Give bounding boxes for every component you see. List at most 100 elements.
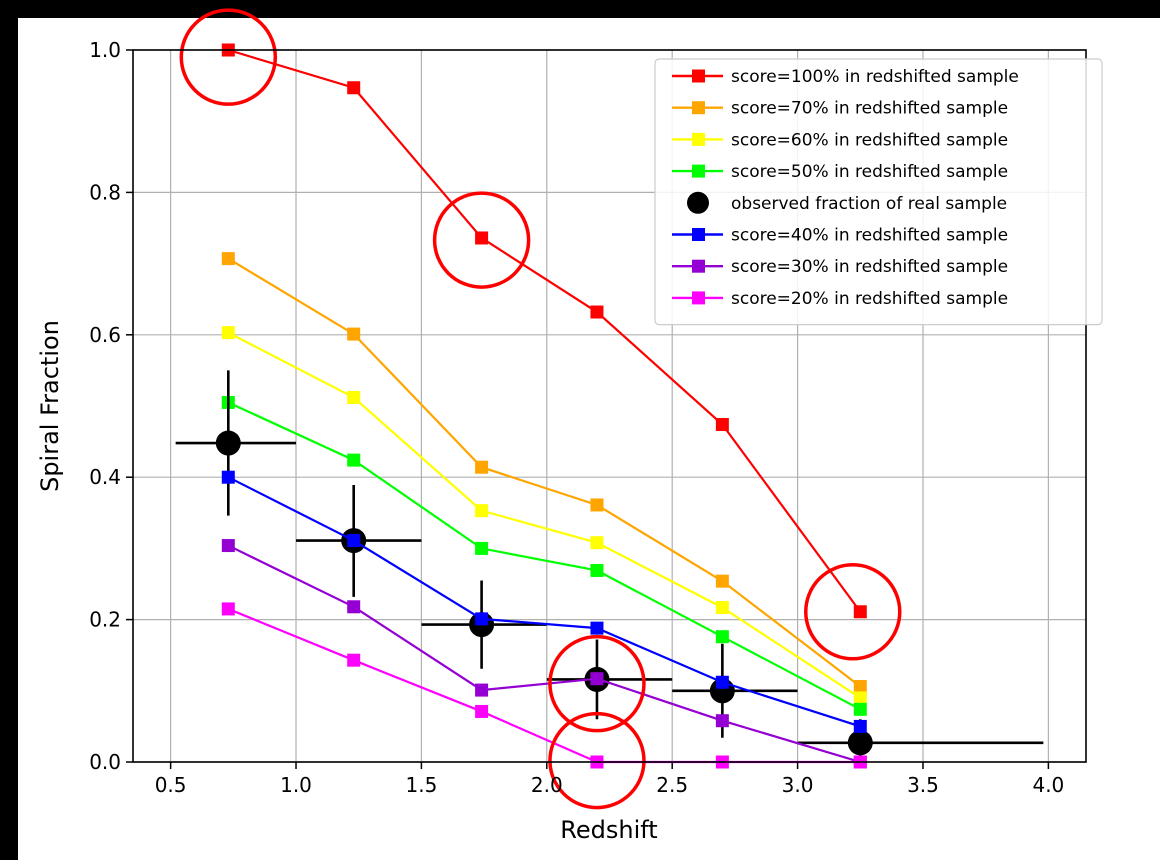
highlight-circle: [432, 191, 531, 289]
data-point: [347, 453, 361, 467]
legend-entry: observed fraction of real sample: [687, 191, 1007, 214]
series: [221, 470, 867, 733]
highlight-circle: [548, 711, 646, 810]
data-point: [715, 418, 729, 432]
data-point: [853, 605, 867, 619]
series-line: [227, 257, 861, 688]
data-point: [590, 498, 604, 512]
y-tick-label: 0.4: [89, 465, 121, 489]
legend-entry: score=40% in redshifted sample: [672, 226, 1008, 246]
series-line: [227, 331, 861, 699]
data-point: [221, 252, 235, 266]
data-point: [590, 621, 604, 635]
legend-label: score=70% in redshifted sample: [731, 99, 1008, 119]
series: [221, 43, 867, 619]
data-point: [347, 327, 361, 341]
y-tick-label: 0.8: [89, 180, 121, 204]
series: [221, 252, 867, 694]
legend-label: score=60% in redshifted sample: [731, 130, 1008, 150]
data-point: [475, 612, 489, 626]
series: [221, 539, 867, 769]
legend-marker: [692, 132, 705, 146]
data-point: [715, 714, 729, 728]
data-point: [221, 602, 235, 616]
x-tick-label: 2.0: [531, 773, 563, 797]
data-point: [475, 683, 489, 697]
observed-point: [847, 730, 873, 756]
data-point: [347, 81, 361, 95]
data-point: [347, 390, 361, 404]
y-tick-label: 0.0: [89, 750, 121, 774]
data-point: [347, 534, 361, 548]
data-point: [853, 702, 867, 716]
x-tick-label: 4.0: [1032, 773, 1064, 797]
legend-entry: score=70% in redshifted sample: [672, 99, 1008, 119]
data-point: [715, 600, 729, 614]
legend-marker: [692, 164, 705, 178]
legend-label: score=100% in redshifted sample: [731, 67, 1019, 87]
legend-label: score=20% in redshifted sample: [731, 289, 1008, 309]
axis-ticks: 0.5 1.0 1.5 2.0 2.5 3.0 3.5 4.0 0.0 0.2 0.4 0.6 0.8 1…: [89, 38, 1064, 797]
legend-box: [654, 58, 1103, 326]
legend-entry: score=20% in redshifted sample: [672, 289, 1008, 309]
highlight-circle: [804, 563, 902, 661]
legend-entry: score=60% in redshifted sample: [672, 130, 1008, 150]
legend-entry: score=100% in redshifted sample: [672, 67, 1019, 87]
data-point: [715, 630, 729, 644]
data-point: [475, 504, 489, 518]
y-axis-label: Spiral Fraction: [36, 320, 64, 492]
data-point: [221, 470, 235, 484]
plot-frame: [132, 49, 1087, 763]
y-tick-label: 0.6: [89, 323, 121, 347]
data-point: [221, 326, 235, 340]
data-point: [853, 691, 867, 705]
legend-marker: [692, 291, 705, 305]
legend-marker: [687, 191, 709, 214]
data-point: [853, 719, 867, 733]
data-point: [590, 536, 604, 550]
y-tick-label: 0.2: [89, 608, 121, 632]
legend-entry: score=50% in redshifted sample: [672, 162, 1008, 182]
series-line: [227, 48, 862, 613]
legend-entry: score=30% in redshifted sample: [672, 257, 1008, 277]
x-tick-label: 1.0: [280, 773, 312, 797]
highlight-circle: [179, 8, 278, 106]
series-line: [227, 476, 861, 728]
series-line: [227, 401, 861, 711]
observed-point: [215, 430, 241, 456]
data-point: [347, 600, 361, 614]
legend-marker: [692, 101, 705, 115]
series-line: [227, 544, 861, 764]
legend-marker: [692, 228, 705, 241]
annotation-layer: [179, 8, 902, 810]
data-point: [715, 675, 729, 689]
series: [221, 395, 867, 716]
legend-marker: [692, 259, 705, 273]
data-point: [590, 563, 604, 577]
data-point: [853, 680, 867, 694]
x-axis-label: Redshift: [560, 816, 657, 844]
data-point: [590, 305, 604, 319]
y-tick-label: 1.0: [89, 38, 121, 62]
series: [221, 326, 867, 705]
x-tick-label: 3.0: [782, 773, 814, 797]
legend-label: score=50% in redshifted sample: [731, 162, 1008, 182]
x-tick-label: 0.5: [155, 773, 187, 797]
highlight-circle: [548, 634, 646, 733]
data-point: [475, 704, 489, 718]
x-tick-label: 3.5: [907, 773, 939, 797]
x-tick-label: 2.5: [656, 773, 688, 797]
data-point: [347, 653, 361, 667]
data-point: [475, 460, 489, 474]
data-point: [221, 539, 235, 553]
legend-label: score=40% in redshifted sample: [731, 226, 1008, 246]
legend-label: score=30% in redshifted sample: [731, 257, 1008, 277]
data-point: [475, 541, 489, 555]
data-point: [590, 672, 604, 686]
legend-marker: [692, 69, 705, 83]
legend-label: observed fraction of real sample: [731, 194, 1007, 214]
legend: score=100% in redshifted sample score=70%…: [654, 58, 1103, 326]
data-point: [715, 574, 729, 588]
data-point: [475, 231, 489, 245]
